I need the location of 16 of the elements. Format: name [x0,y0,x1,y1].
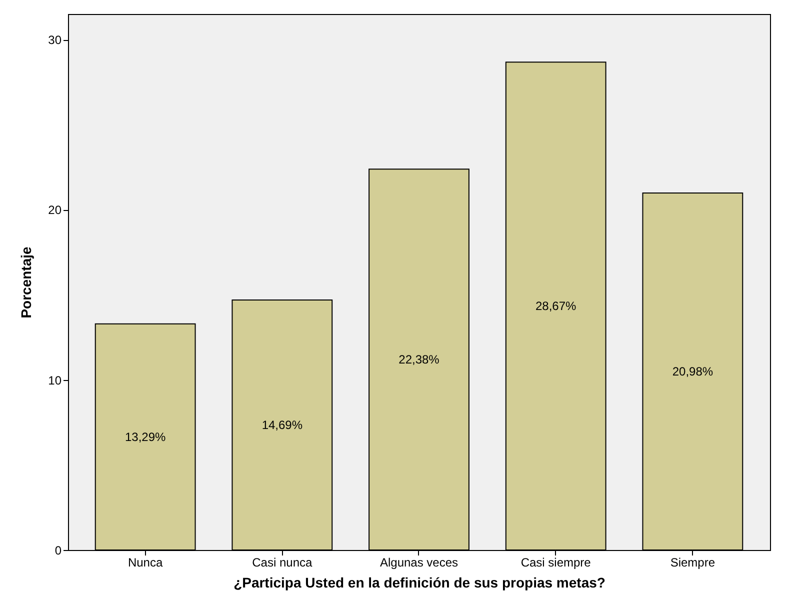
y-tick-label: 0 [54,544,62,558]
data-label: 14,69% [262,418,303,432]
x-tick-label: Siempre [670,556,716,570]
data-label: 28,67% [535,299,577,314]
y-tick-label: 30 [48,33,62,48]
data-label: 22,38% [398,352,440,367]
y-tick-label: 20 [48,203,62,218]
x-tick-label: Algunas veces [380,556,458,570]
x-tick-label: Casi siempre [520,556,592,570]
y-axis-title: Porcentaje [18,246,34,318]
data-label: 13,29% [124,430,166,444]
x-tick-label: Casi nunca [252,556,312,570]
x-tick-label: Nunca [128,556,163,570]
x-axis-title: ¿Participa Usted en la definición de sus propias metas? [234,574,606,590]
y-tick-label: 10 [48,373,62,388]
data-label: 20,98% [672,364,714,379]
